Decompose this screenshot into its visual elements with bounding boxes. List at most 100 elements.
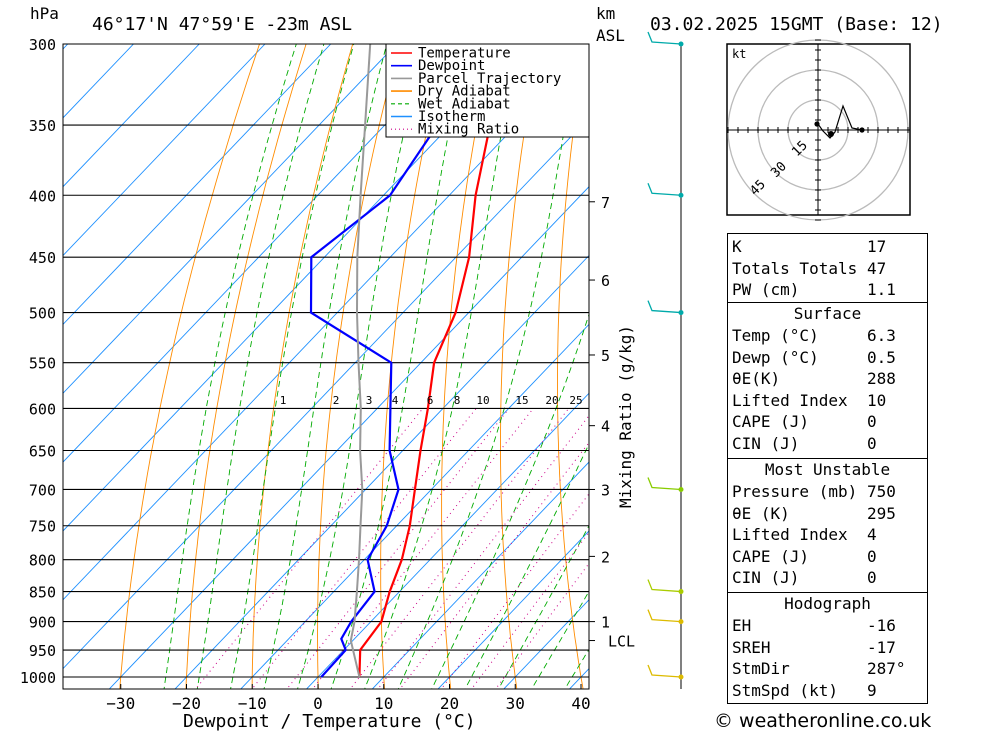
wind-barb bbox=[647, 664, 682, 678]
isotherm-line bbox=[63, 44, 397, 394]
row-value: 4 bbox=[867, 525, 877, 544]
legend-label: Parcel Trajectory bbox=[418, 71, 561, 87]
height-tick-label: 4 bbox=[601, 418, 610, 436]
mixing-ratio-line bbox=[195, 408, 424, 689]
wind-profile-column bbox=[647, 31, 684, 689]
dry-adiabat-line bbox=[380, 44, 447, 689]
table-row: StmDir 287° bbox=[728, 658, 927, 680]
row-value: 6.3 bbox=[867, 326, 896, 345]
row-label: CIN (J) bbox=[732, 433, 800, 453]
wet-adiabat-line bbox=[431, 312, 589, 689]
row-label: SREH bbox=[732, 637, 771, 657]
table-row: CAPE (J) 0 bbox=[728, 546, 927, 568]
isotherm-line bbox=[63, 48, 589, 601]
temperature-tick-label: 40 bbox=[571, 694, 590, 713]
asl-unit-label: ASL bbox=[596, 26, 625, 45]
hodograph-point bbox=[859, 127, 865, 133]
table-row: Temp (°C) 6.3 bbox=[728, 325, 927, 347]
dry-adiabat-line bbox=[441, 44, 493, 689]
pressure-tick-label: 600 bbox=[29, 400, 56, 418]
table-row: SREH -17 bbox=[728, 637, 927, 659]
table-row: Lifted Index 4 bbox=[728, 524, 927, 546]
mixing-ratio-tick-label: 15 bbox=[515, 394, 528, 407]
legend-label: Isotherm bbox=[418, 109, 485, 125]
isotherm-line bbox=[437, 530, 589, 689]
isotherm-line bbox=[63, 44, 200, 188]
wind-barb bbox=[647, 579, 682, 593]
table-row: PW (cm) 1.1 bbox=[728, 279, 927, 301]
dry-adiabat-line bbox=[959, 44, 1000, 703]
row-label: PW (cm) bbox=[732, 280, 800, 299]
height-tick-label: 2 bbox=[601, 548, 610, 566]
row-label: CAPE (J) bbox=[732, 412, 810, 431]
row-value: 295 bbox=[867, 503, 896, 523]
row-label: StmSpd (kt) bbox=[732, 680, 838, 700]
isotherm-line bbox=[108, 186, 589, 689]
row-value: 9 bbox=[867, 680, 877, 700]
axes: 1 2 3 4 6 8 10 15 20 25 −30 −20 −10 0 10 20 30 40 1 2 3 4 5 6 7 L… bbox=[106, 194, 635, 713]
km-unit-label: km bbox=[596, 4, 615, 23]
height-tick-label: 1 bbox=[601, 614, 610, 632]
isotherm-line bbox=[371, 461, 589, 689]
row-value: -17 bbox=[867, 637, 896, 657]
row-label: Totals Totals bbox=[732, 258, 858, 278]
legend-label: Temperature bbox=[418, 46, 511, 62]
isotherm-line bbox=[240, 323, 589, 689]
mixing-ratio-tick-label: 20 bbox=[545, 394, 558, 407]
legend-label: Dewpoint bbox=[418, 58, 485, 74]
row-value: 0.5 bbox=[867, 347, 896, 367]
hpa-unit-label: hPa bbox=[30, 4, 59, 23]
row-value: 47 bbox=[867, 258, 887, 278]
surface-panel: Surface Temp (°C) 6.3 Dewp (°C) 0.5 θE(K) 288… bbox=[727, 302, 928, 459]
surface-title: Surface bbox=[793, 304, 862, 323]
pressure-tick-label: 450 bbox=[29, 249, 56, 267]
row-value: 0 bbox=[867, 412, 877, 431]
isotherm-line bbox=[63, 44, 69, 50]
mixing-ratio-tick-label: 10 bbox=[476, 394, 489, 407]
isotherm-line bbox=[63, 44, 463, 463]
row-value: 1.1 bbox=[867, 280, 896, 299]
row-value: 0 bbox=[867, 433, 877, 453]
wet-adiabat-line bbox=[297, 44, 425, 689]
pressure-tick-label: 1000 bbox=[20, 669, 56, 687]
isotherm-line bbox=[63, 44, 134, 119]
pressure-tick-label: 400 bbox=[29, 187, 56, 205]
mixing-ratio-tick-label: 25 bbox=[569, 394, 582, 407]
wind-barb bbox=[647, 609, 682, 623]
table-row: K 17 bbox=[728, 236, 927, 258]
mixing-ratio-tick-label: 6 bbox=[427, 394, 434, 407]
row-label: Temp (°C) bbox=[732, 326, 819, 345]
dry-adiabat-line bbox=[119, 44, 260, 689]
pressure-tick-label: 300 bbox=[29, 36, 56, 54]
dry-adiabat-line bbox=[500, 44, 540, 689]
mixing-ratio-line bbox=[349, 408, 570, 689]
pressure-tick-label: 850 bbox=[29, 584, 56, 602]
isotherm-line bbox=[0, 44, 2, 703]
table-row: CIN (J) 0 bbox=[728, 567, 927, 589]
table-row: StmSpd (kt) 9 bbox=[728, 680, 927, 702]
row-label: EH bbox=[732, 616, 752, 635]
wind-barb bbox=[647, 183, 682, 196]
credit-text[interactable]: © weatheronline.co.uk bbox=[714, 710, 932, 732]
table-row: θE (K) 295 bbox=[728, 503, 927, 525]
wet-adiabat-line bbox=[163, 44, 297, 689]
row-value: 0 bbox=[867, 546, 877, 566]
legend-label: Mixing Ratio bbox=[418, 122, 519, 138]
wind-barb bbox=[647, 31, 682, 45]
row-value: -16 bbox=[867, 616, 896, 635]
mixing-ratio-line bbox=[495, 562, 589, 689]
mixing-ratio-tick-label: 2 bbox=[333, 394, 340, 407]
row-label: K bbox=[732, 237, 742, 256]
table-row: Totals Totals 47 bbox=[728, 258, 927, 280]
isotherm-line bbox=[63, 117, 589, 670]
isotherm-line bbox=[174, 254, 589, 689]
wet-adiabat-line bbox=[364, 44, 519, 689]
row-value: 750 bbox=[867, 482, 896, 501]
wet-adiabat-line bbox=[196, 44, 325, 689]
dry-adiabat-line bbox=[317, 44, 400, 689]
row-label: Dewp (°C) bbox=[732, 347, 819, 367]
pressure-tick-label: 900 bbox=[29, 614, 56, 632]
row-label: CAPE (J) bbox=[732, 546, 810, 566]
